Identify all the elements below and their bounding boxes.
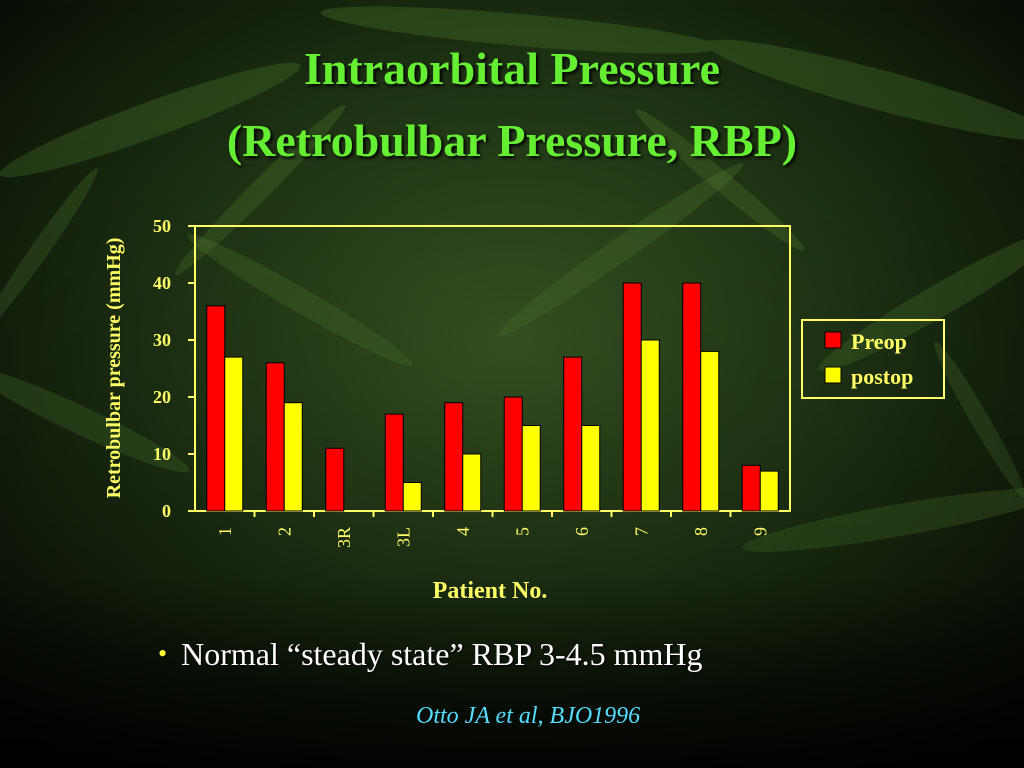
y-tick-label: 10 (153, 444, 171, 464)
x-tick-label: 7 (631, 527, 651, 536)
y-tick-label: 20 (153, 387, 171, 407)
bar-postop-1 (224, 356, 244, 512)
bar-preop-6 (563, 356, 583, 512)
bar-postop-7 (640, 339, 660, 512)
citation: Otto JA et al, BJO1996 (416, 703, 641, 729)
bar-preop-3r (325, 447, 345, 512)
y-tick-label: 50 (153, 216, 171, 236)
bar-postop-2 (283, 402, 303, 512)
bar-postop-9 (759, 470, 779, 512)
bar-postop-6 (581, 425, 601, 512)
bar-postop-4 (462, 453, 482, 512)
legend-label-preop: Preop (851, 329, 907, 354)
bar-preop-3l (384, 413, 404, 512)
x-tick-label: 1 (215, 527, 235, 536)
y-axis-title: Retrobulbar pressure (mmHg) (103, 238, 125, 499)
bar-preop-4 (444, 402, 464, 512)
bar-postop-8 (700, 350, 720, 512)
bar-preop-9 (741, 464, 761, 512)
legend-label-postop: postop (851, 364, 913, 389)
bar-preop-8 (682, 282, 702, 512)
bullet-text: Normal “steady state” RBP 3-4.5 mmHg (181, 636, 703, 672)
x-tick-label: 3L (393, 527, 413, 547)
x-tick-label: 2 (274, 527, 294, 536)
bar-preop-2 (265, 362, 285, 512)
slide-title-line1: Intraorbital Pressure (303, 43, 721, 94)
y-tick-label: 40 (153, 273, 171, 293)
bullet-point: • Normal “steady state” RBP 3-4.5 mmHg (158, 632, 703, 676)
bullet-dot-icon: • (158, 639, 168, 668)
x-tick-label: 8 (691, 527, 711, 536)
x-tick-label: 4 (453, 527, 473, 536)
bar-preop-5 (503, 396, 523, 512)
x-tick-label: 3R (334, 527, 354, 548)
legend: Preop postop (801, 319, 945, 399)
bar-series (206, 282, 779, 512)
x-axis: 1 2 3R 3L 4 5 6 7 8 9 (215, 511, 770, 548)
y-tick-label: 0 (162, 501, 171, 521)
slide-title-line2: (Retrobulbar Pressure, RBP) (226, 115, 798, 166)
y-tick-label: 30 (153, 330, 171, 350)
legend-swatch-preop (824, 331, 842, 349)
x-axis-title: Patient No. (433, 578, 548, 604)
bar-preop-1 (206, 305, 226, 512)
x-tick-label: 9 (750, 527, 770, 536)
bar-postop-5 (521, 425, 541, 512)
legend-swatch-postop (824, 366, 842, 384)
y-axis: 0 10 20 30 40 50 (153, 216, 195, 521)
legend-frame (801, 319, 945, 399)
x-tick-label: 6 (572, 527, 592, 536)
x-tick-label: 5 (512, 527, 532, 536)
bar-preop-7 (622, 282, 642, 512)
bar-postop-3l (402, 482, 422, 512)
